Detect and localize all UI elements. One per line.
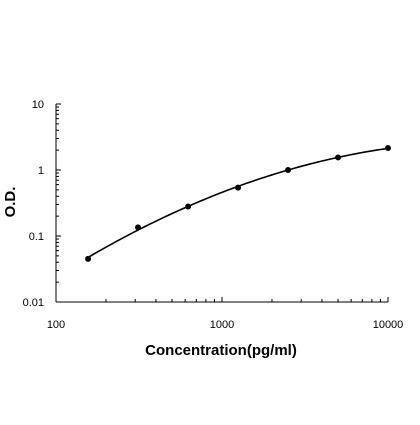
fit-curve [87,147,389,259]
curve-layer [87,147,389,259]
y-tick-label: 10 [32,99,44,111]
labels-layer: 0.01 0.1 1 10 100 1000 10000 [23,99,404,331]
y-tick-label: 0.01 [23,297,44,309]
y-tick-label: 0.1 [29,231,44,243]
data-point [185,203,192,210]
x-tick-label: 10000 [373,319,404,331]
data-point [385,145,391,152]
data-point [335,154,342,161]
points-layer [85,145,391,262]
x-tick-label: 1000 [210,319,234,331]
data-point [235,184,242,191]
y-tick-label: 1 [38,165,44,177]
axes-layer [55,103,389,303]
data-point [85,255,92,262]
data-point [135,224,142,231]
data-point [285,167,292,173]
x-axis-title: Concentration(pg/ml) [145,342,297,359]
x-tick-label: 100 [47,319,65,331]
y-axis-title: O.D. [2,187,19,218]
